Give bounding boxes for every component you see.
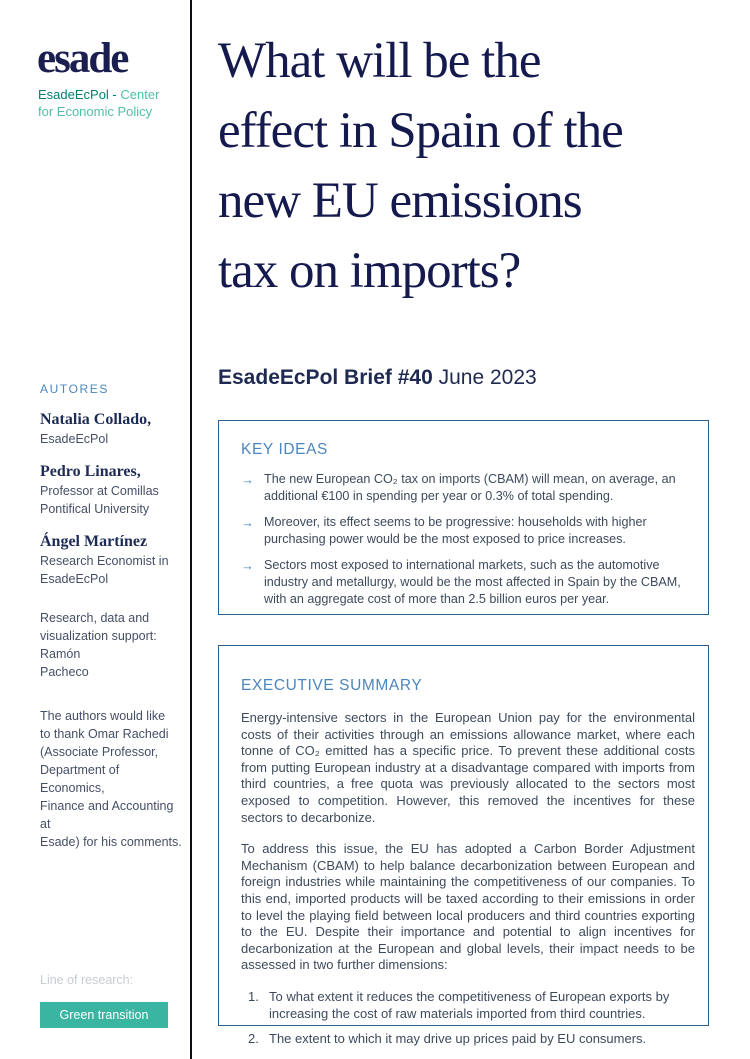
numbered-item-marker: 1. [248, 988, 259, 1004]
green-transition-button[interactable]: Green transition [40, 1002, 168, 1028]
arrow-bullet-icon: → [241, 515, 254, 530]
page-title-line: effect in Spain of the [218, 103, 624, 159]
numbered-item-text: To what extent it reduces the competitiv… [269, 988, 670, 1021]
author-entry: Ángel Martínez Research Economist in Esa… [40, 531, 182, 588]
line-of-research-label: Line of research: [40, 973, 134, 987]
key-ideas-heading: KEY IDEAS [241, 441, 328, 458]
brand-subtitle: EsadeEcPol - Center for Economic Policy [38, 86, 188, 120]
author-entry: Pedro Linares, Professor at Comillas Pon… [40, 461, 182, 518]
key-idea-item: → Moreover, its effect seems to be progr… [241, 514, 694, 548]
key-idea-item: → The new European CO₂ tax on imports (C… [241, 471, 694, 505]
author-name: Natalia Collado, [40, 411, 152, 428]
arrow-bullet-icon: → [241, 472, 254, 487]
numbered-item: 1. To what extent it reduces the competi… [248, 989, 695, 1022]
page-title-line: What will be the [218, 33, 541, 89]
arrow-bullet-icon: → [241, 558, 254, 573]
sidebar: esade EsadeEcPol - Center for Economic P… [0, 0, 190, 1059]
author-name: Ángel Martínez [40, 533, 148, 550]
brand-subtitle-secondary: Center [116, 87, 160, 102]
page-title: What will be the effect in Spain of the … [218, 26, 624, 306]
key-idea-text: The new European CO₂ tax on imports (CBA… [264, 472, 676, 503]
sidebar-divider-line [190, 0, 192, 1059]
acknowledgment-note: The authors would like to thank Omar Rac… [40, 709, 182, 849]
numbered-item-text: The extent to which it may drive up pric… [269, 1031, 647, 1047]
numbered-item-marker: 2. [248, 1031, 259, 1047]
key-ideas-panel: KEY IDEAS → The new European CO₂ tax on … [218, 420, 709, 615]
key-idea-item: → Sectors most exposed to international … [241, 557, 694, 608]
executive-summary-heading: EXECUTIVE SUMMARY [241, 677, 423, 694]
executive-summary-paragraph: Energy-intensive sectors in the European… [241, 710, 695, 825]
author-name: Pedro Linares, [40, 463, 141, 480]
authors-section: AUTORES Natalia Collado, EsadeEcPol Pedr… [40, 382, 182, 851]
author-affiliation: EsadeEcPol [40, 432, 109, 446]
brand-subtitle-line2: for Economic Policy [38, 104, 153, 119]
research-support-note: Research, data and visualization support… [40, 611, 157, 679]
page-title-line: tax on imports? [218, 243, 521, 299]
brief-number: EsadeEcPol Brief #40 [218, 366, 433, 389]
key-idea-text: Sectors most exposed to international ma… [264, 558, 681, 606]
key-idea-text: Moreover, its effect seems to be progres… [264, 515, 647, 546]
authors-heading: AUTORES [40, 382, 109, 396]
executive-summary-paragraph: To address this issue, the EU has adopte… [241, 841, 695, 973]
esade-logo: esade [37, 35, 129, 82]
author-affiliation: Professor at Comillas Pontifical Univers… [40, 484, 159, 516]
author-entry: Natalia Collado, EsadeEcPol [40, 409, 182, 448]
numbered-item: 2. The extent to which it may drive up p… [248, 1031, 695, 1048]
brief-heading: EsadeEcPol Brief #40 June 2023 [218, 366, 537, 390]
brand-subtitle-primary: EsadeEcPol - [38, 87, 117, 102]
executive-summary-panel: EXECUTIVE SUMMARY Energy-intensive secto… [218, 645, 709, 1046]
page-title-line: new EU emissions [218, 173, 583, 229]
author-affiliation: Research Economist in EsadeEcPol [40, 554, 169, 586]
brief-date: June 2023 [432, 366, 537, 389]
